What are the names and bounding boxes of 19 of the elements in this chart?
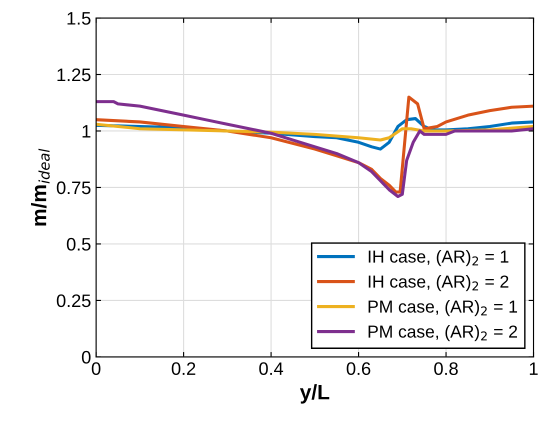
x-tick-label: 0.8 [434, 362, 458, 376]
x-tick-label: 0.4 [259, 362, 284, 376]
y-tick-label: 1.25 [58, 68, 91, 82]
legend-label: PM case, (AR)$_{2}$ = 2 [368, 324, 518, 342]
x-tick-label: 0.6 [346, 362, 370, 376]
y-tick-label: 0.75 [56, 181, 91, 194]
y-axis-title: m/m$_{ideal}$ [31, 148, 50, 226]
y-tick-label: 1 [82, 125, 90, 138]
legend-label: IH case, (AR)$_{2}$ = 1 [368, 250, 508, 266]
x-tick-label: 1 [530, 362, 538, 375]
legend-label: PM case, (AR)$_{2}$ = 1 [368, 300, 518, 316]
y-tick-label: 1.5 [68, 12, 91, 25]
y-tick-label: 0 [82, 350, 91, 364]
x-tick-label: 0 [92, 362, 100, 376]
y-tick-label: 0.5 [66, 238, 91, 251]
x-axis-title: y/L [300, 384, 330, 404]
x-tick-label: 0.2 [172, 362, 196, 376]
legend-label: IH case, (AR)$_{2}$ = 2 [368, 274, 508, 292]
y-tick-label: 0.25 [56, 294, 91, 308]
